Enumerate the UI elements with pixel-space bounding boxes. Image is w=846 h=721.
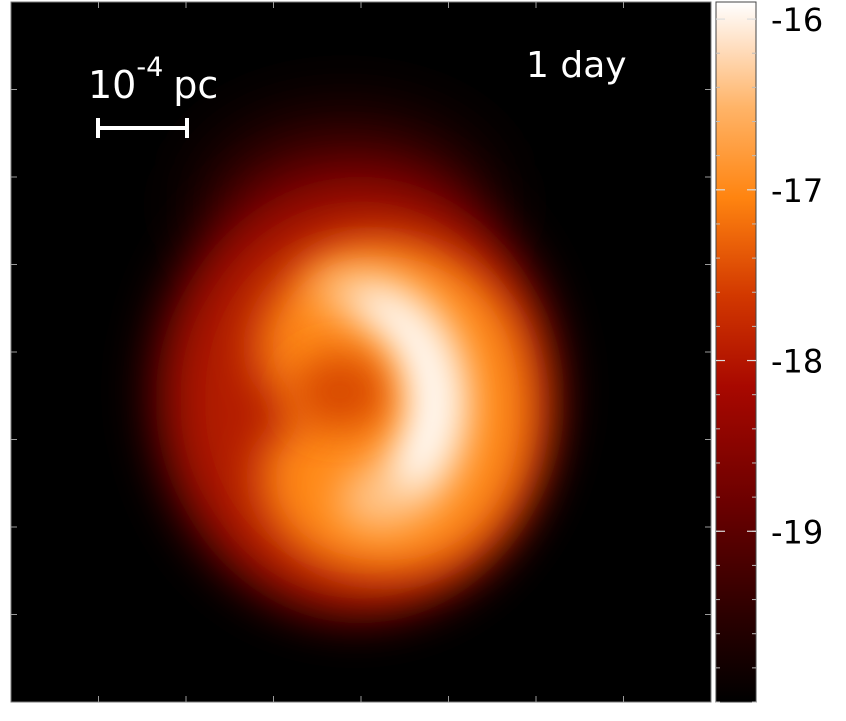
time-label: 1 day — [526, 45, 627, 86]
colorbar-tick-label: -17 — [771, 172, 823, 210]
crescent-core — [352, 290, 458, 491]
colorbar-ticks: -16 -17 -18 -19 — [716, 1, 823, 703]
colorbar-tick-label: -16 — [771, 1, 823, 39]
colorbar: -16 -17 -18 -19 — [715, 1, 823, 703]
colorbar-gradient — [716, 2, 756, 702]
colorbar-frame — [715, 1, 757, 703]
scale-bar-label: 10-4 pc — [88, 52, 218, 107]
colorbar-tick-label: -19 — [771, 513, 823, 551]
density-map — [155, 120, 555, 615]
notch — [292, 354, 388, 430]
scale-bar: 10-4 pc — [88, 52, 218, 138]
plot-ticks — [11, 2, 711, 702]
crescent-body — [256, 240, 536, 576]
colorbar-tick-label: -18 — [771, 343, 823, 381]
